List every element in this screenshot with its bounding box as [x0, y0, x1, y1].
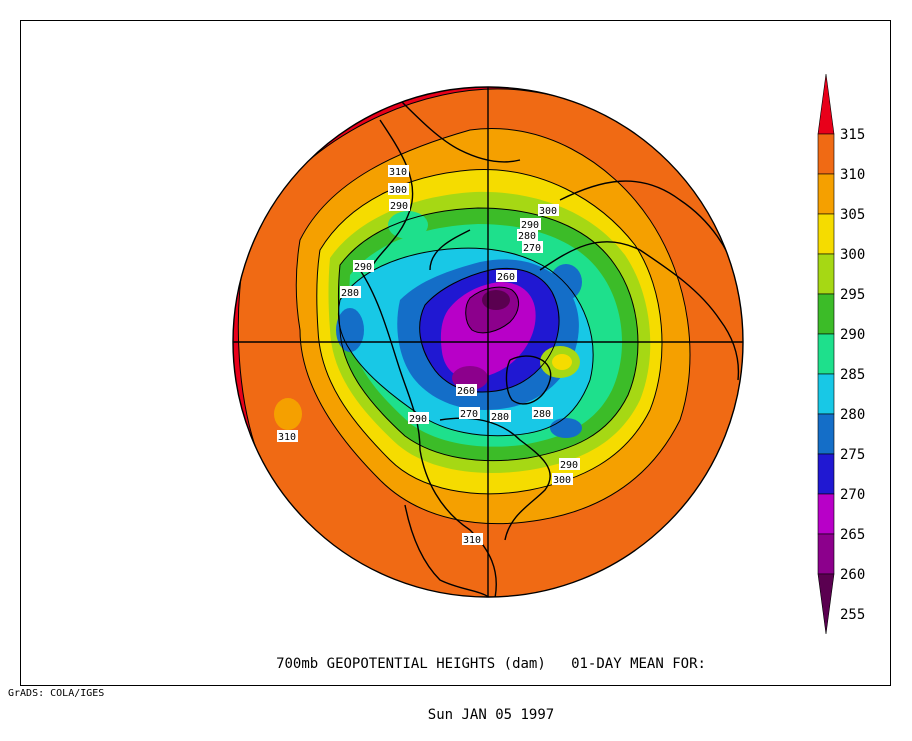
contour-label: 270	[523, 243, 541, 254]
colorbar-level-label: 305	[840, 207, 865, 223]
colorbar-swatch	[817, 293, 835, 335]
contour-label: 280	[533, 409, 551, 420]
colorbar-swatch	[817, 573, 835, 635]
contour-label-box	[388, 165, 409, 177]
contour-label: 290	[354, 262, 372, 273]
contour-label-box	[496, 270, 517, 282]
colorbar-level-label: 300	[840, 247, 865, 263]
colorbar-level-label: 310	[840, 167, 865, 183]
contour-label-box	[552, 473, 573, 485]
colorbar-swatch	[817, 213, 835, 255]
contour-label-box	[490, 410, 511, 422]
coast-greenland	[505, 355, 552, 405]
high-pacific	[274, 398, 302, 430]
colorbar-level-label: 270	[840, 487, 865, 503]
contour-label-box	[532, 407, 553, 419]
colorbar-swatch	[817, 453, 835, 495]
colorbar-swatch	[817, 413, 835, 455]
colorbar-swatch	[817, 253, 835, 295]
plot-caption: 700mb GEOPOTENTIAL HEIGHTS (dam) 01-DAY …	[0, 622, 912, 741]
low-siberia	[550, 264, 582, 300]
coastlines	[359, 99, 740, 597]
caption-line-1: 700mb GEOPOTENTIAL HEIGHTS (dam) 01-DAY …	[276, 656, 706, 672]
contour-label-box	[277, 430, 298, 442]
colorbar-swatch	[817, 133, 835, 175]
contour-label-box	[522, 241, 543, 253]
caption-line-2: Sun JAN 05 1997	[427, 707, 555, 723]
grads-credit: GrADS: COLA/IGES	[8, 688, 105, 699]
colorbar: 315 310 305 300 295 290 285 280 275 270 265 260 255	[817, 73, 865, 635]
coast-mexico	[404, 504, 491, 597]
low-west	[336, 308, 364, 352]
contour-label-box	[520, 218, 541, 230]
contour-label: 270	[460, 409, 478, 420]
colorbar-level-label: 290	[840, 327, 865, 343]
colorbar-level-label: 285	[840, 367, 865, 383]
contour-label: 310	[278, 432, 296, 443]
height-field	[233, 87, 743, 597]
contour-label: 290	[521, 220, 539, 231]
coast-asia-east	[399, 99, 521, 271]
contour-label: 260	[497, 272, 515, 283]
contour-label: 300	[389, 185, 407, 196]
contour-label: 260	[457, 386, 475, 397]
contour-label-box	[353, 260, 374, 272]
contour-label: 290	[409, 414, 427, 425]
high-north-pacific	[388, 211, 428, 239]
colorbar-level-label: 315	[840, 127, 865, 143]
contour-label: 300	[553, 475, 571, 486]
contour-label: 310	[463, 535, 481, 546]
high-europe-core	[552, 354, 572, 370]
colorbar-level-label: 260	[840, 567, 865, 583]
contour-label: 280	[518, 231, 536, 242]
low-atlantic	[550, 418, 582, 438]
contour-label-box	[408, 412, 429, 424]
contour-label: 290	[390, 201, 408, 212]
contour-label-box	[559, 458, 580, 470]
contour-label: 300	[539, 206, 557, 217]
contour-label: 310	[389, 167, 407, 178]
contour-label-box	[517, 229, 538, 241]
colorbar-level-label: 275	[840, 447, 865, 463]
contour-label-box	[388, 183, 409, 195]
colorbar-swatch	[817, 173, 835, 215]
contour-label-box	[459, 407, 480, 419]
band-255	[482, 290, 510, 310]
colorbar-swatch	[817, 533, 835, 575]
globe-outline	[232, 86, 744, 598]
colorbar-swatch	[817, 373, 835, 415]
contour-label-box	[538, 204, 559, 216]
plot-frame	[20, 20, 891, 686]
contour-label: 280	[341, 288, 359, 299]
colorbar-swatch	[817, 333, 835, 375]
contour-label: 290	[560, 460, 578, 471]
colorbar-swatch	[817, 73, 835, 135]
colorbar-level-label: 280	[840, 407, 865, 423]
colorbar-level-label: 255	[840, 607, 865, 623]
contour-label: 280	[491, 412, 509, 423]
colorbar-level-label: 265	[840, 527, 865, 543]
contour-label-box	[389, 199, 410, 211]
contour-label-box	[340, 286, 361, 298]
contour-label-box	[456, 384, 477, 396]
colorbar-swatch	[817, 493, 835, 535]
colorbar-level-label: 295	[840, 287, 865, 303]
contour-label-box	[462, 533, 483, 545]
